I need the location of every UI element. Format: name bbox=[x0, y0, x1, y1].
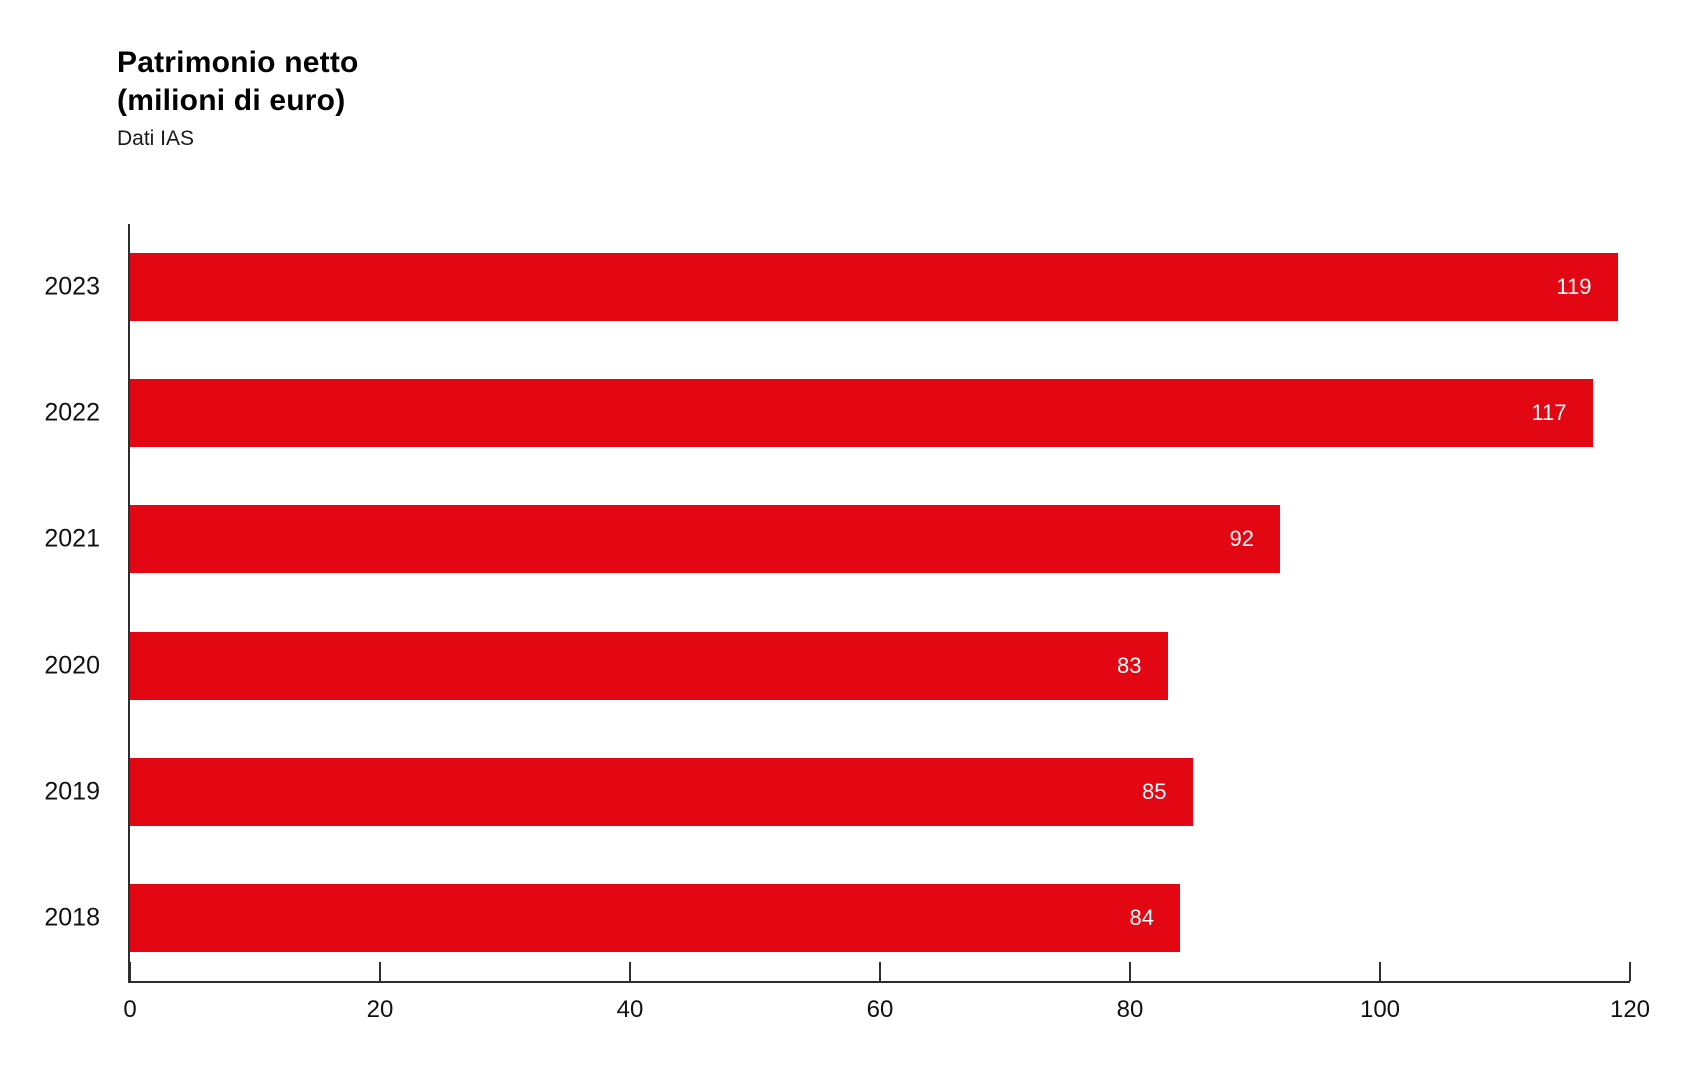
x-tick-mark bbox=[629, 962, 631, 981]
x-tick-mark bbox=[1129, 962, 1131, 981]
bars-area: 2023 119 2022 117 2021 92 2020 83 20 bbox=[44, 224, 1630, 981]
chart-title-line-1: Patrimonio netto bbox=[117, 46, 359, 79]
bar-row: 2023 119 bbox=[44, 224, 1630, 350]
x-tick-label: 60 bbox=[866, 996, 894, 1023]
chart-header: Patrimonio netto (milioni di euro) Dati … bbox=[117, 44, 359, 151]
x-tick-mark bbox=[1379, 962, 1381, 981]
year-label: 2023 bbox=[44, 272, 100, 301]
x-tick-mark bbox=[379, 962, 381, 981]
year-label: 2019 bbox=[44, 777, 100, 806]
year-label: 2022 bbox=[44, 398, 100, 427]
bar-value-label: 83 bbox=[1117, 652, 1142, 678]
bar-value-label: 85 bbox=[1142, 778, 1167, 804]
bar: 83 bbox=[130, 631, 1168, 700]
year-label: 2020 bbox=[44, 651, 100, 680]
bar: 84 bbox=[130, 883, 1180, 952]
bar-value-label: 92 bbox=[1229, 526, 1254, 552]
x-tick-mark bbox=[879, 962, 881, 981]
bar-row: 2019 85 bbox=[44, 729, 1630, 855]
x-tick-label: 80 bbox=[1116, 996, 1144, 1023]
bar: 85 bbox=[130, 757, 1193, 826]
year-label: 2021 bbox=[44, 524, 100, 553]
bar-chart-plot-area: 2023 119 2022 117 2021 92 2020 83 20 bbox=[44, 224, 1650, 1023]
x-tick-label: 120 bbox=[1609, 996, 1651, 1023]
x-tick-mark bbox=[129, 962, 131, 981]
bar-row: 2018 84 bbox=[44, 855, 1630, 981]
x-tick-label: 20 bbox=[366, 996, 394, 1023]
bar: 117 bbox=[130, 379, 1593, 448]
bar-value-label: 119 bbox=[1556, 274, 1592, 300]
x-tick-mark bbox=[1629, 962, 1631, 981]
bar-row: 2021 92 bbox=[44, 476, 1630, 602]
x-axis-ticks: 0 20 40 60 80 100 120 bbox=[123, 224, 1650, 1023]
bar-row: 2022 117 bbox=[44, 350, 1630, 476]
bar-value-label: 117 bbox=[1531, 400, 1567, 426]
x-tick-label: 40 bbox=[616, 996, 644, 1023]
chart-title-line-2: (milioni di euro) bbox=[117, 84, 346, 117]
year-label: 2018 bbox=[44, 903, 100, 932]
bar-value-label: 84 bbox=[1129, 904, 1154, 930]
chart-subtitle: Dati IAS bbox=[117, 127, 195, 150]
bar: 119 bbox=[130, 253, 1618, 322]
x-tick-label: 100 bbox=[1359, 996, 1401, 1023]
bar: 92 bbox=[130, 505, 1280, 574]
bar-row: 2020 83 bbox=[44, 603, 1630, 729]
x-tick-label: 0 bbox=[123, 996, 137, 1023]
